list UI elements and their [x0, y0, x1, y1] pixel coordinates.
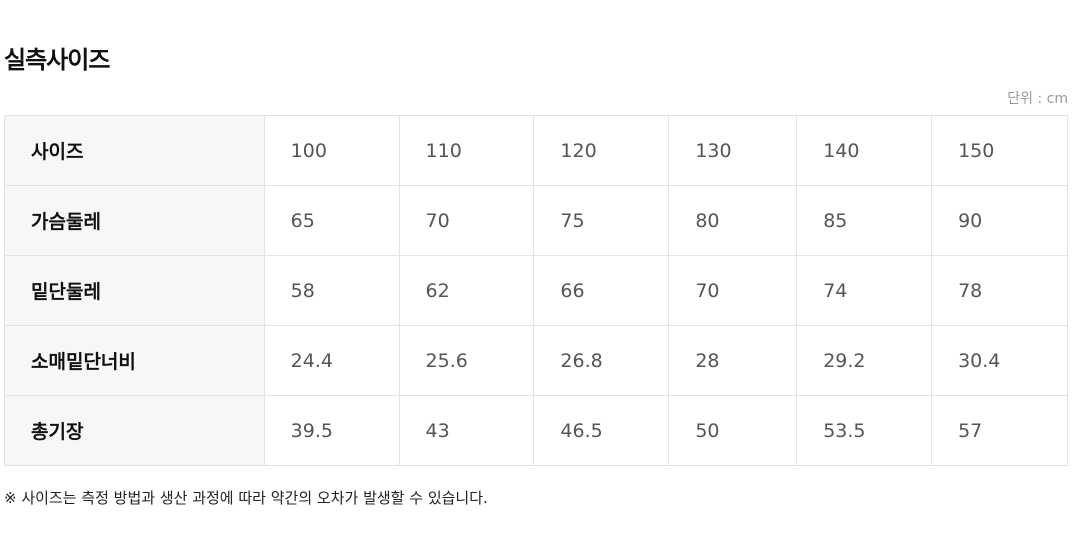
row-header: 소매밑단너비: [4, 325, 265, 396]
table-cell: 66: [533, 255, 670, 326]
table-cell: 140: [796, 115, 933, 186]
table-cell: 62: [398, 255, 535, 326]
table-cell: 30.4: [931, 325, 1068, 396]
table-cell: 43: [398, 395, 535, 466]
row-header: 가슴둘레: [4, 185, 265, 256]
table-row: 사이즈 100 110 120 130 140 150: [4, 115, 1068, 186]
table-cell: 53.5: [796, 395, 933, 466]
table-cell: 26.8: [533, 325, 670, 396]
unit-label: 단위 : cm: [1007, 91, 1068, 107]
table-cell: 85: [796, 185, 933, 256]
table-cell: 150: [931, 115, 1068, 186]
row-header: 밑단둘레: [4, 255, 265, 326]
table-cell: 130: [668, 115, 798, 186]
row-header: 총기장: [4, 395, 265, 466]
table-cell: 58: [263, 255, 400, 326]
table-cell: 28: [668, 325, 798, 396]
table-cell: 80: [668, 185, 798, 256]
table-cell: 75: [533, 185, 670, 256]
table-cell: 50: [668, 395, 798, 466]
table-cell: 120: [533, 115, 670, 186]
table-cell: 25.6: [398, 325, 535, 396]
table-cell: 24.4: [263, 325, 400, 396]
table-row: 소매밑단너비 24.4 25.6 26.8 28 29.2 30.4: [4, 325, 1068, 396]
page-title: 실측사이즈: [4, 46, 110, 74]
table-cell: 74: [796, 255, 933, 326]
table-cell: 70: [398, 185, 535, 256]
table-row: 총기장 39.5 43 46.5 50 53.5 57: [4, 395, 1068, 466]
row-header: 사이즈: [4, 115, 265, 186]
table-cell: 39.5: [263, 395, 400, 466]
table-cell: 78: [931, 255, 1068, 326]
table-cell: 70: [668, 255, 798, 326]
table-cell: 65: [263, 185, 400, 256]
table-cell: 57: [931, 395, 1068, 466]
table-cell: 100: [263, 115, 400, 186]
table-cell: 29.2: [796, 325, 933, 396]
table-cell: 110: [398, 115, 535, 186]
table-cell: 90: [931, 185, 1068, 256]
table-row: 가슴둘레 65 70 75 80 85 90: [4, 185, 1068, 256]
table-cell: 46.5: [533, 395, 670, 466]
size-table: 사이즈 100 110 120 130 140 150 가슴둘레 65 70 75 80 85 90 밑단둘…: [4, 115, 1068, 466]
size-note: ※ 사이즈는 측정 방법과 생산 과정에 따라 약간의 오차가 발생할 수 있습…: [4, 489, 488, 507]
table-row: 밑단둘레 58 62 66 70 74 78: [4, 255, 1068, 326]
